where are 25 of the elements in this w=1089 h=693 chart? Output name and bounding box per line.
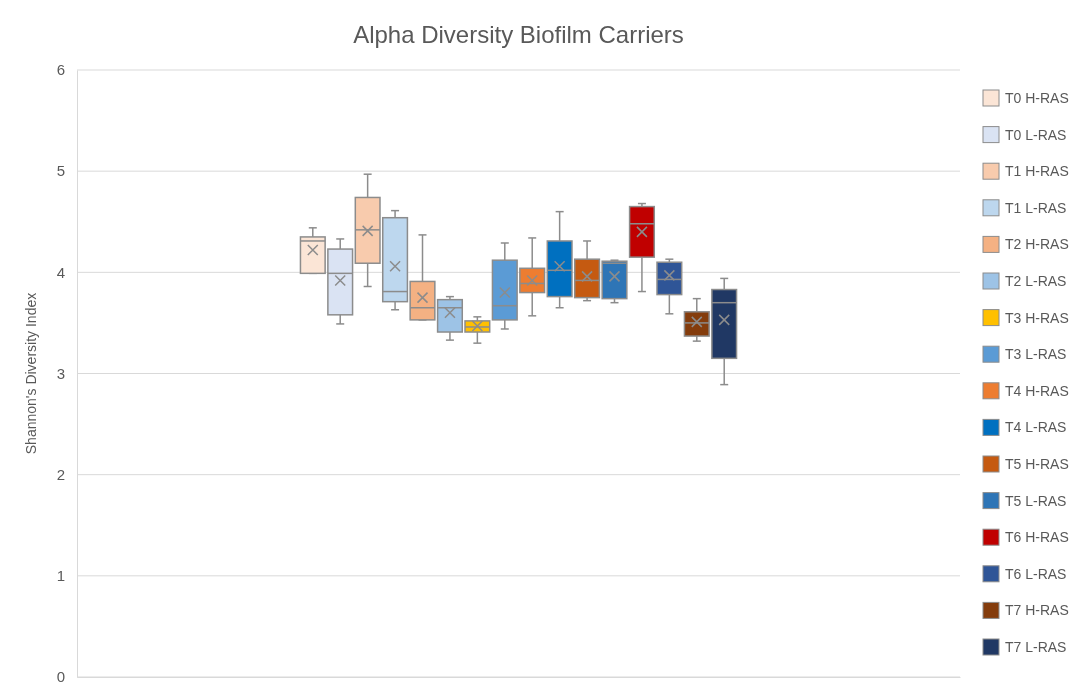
legend-label: T0 H-RAS (1005, 90, 1069, 106)
legend-label: T6 L-RAS (1005, 565, 1067, 582)
y-tick-label: 4 (56, 263, 65, 281)
legend-label: T7 L-RAS (1005, 639, 1067, 655)
legend-label: T4 L-RAS (1005, 419, 1067, 436)
y-tick-label: 2 (56, 465, 65, 483)
legend-label: T3 H-RAS (1005, 309, 1069, 326)
y-tick-label: 1 (56, 567, 65, 585)
chart-title: Alpha Diversity Biofilm Carriers (353, 21, 684, 48)
legend-label: T2 H-RAS (1005, 236, 1069, 253)
y-tick-label: 5 (56, 162, 65, 180)
legend-label: T3 L-RAS (1005, 346, 1067, 363)
legend-label: T2 L-RAS (1005, 273, 1067, 289)
legend-label: T4 H-RAS (1005, 382, 1069, 399)
y-tick-label: 6 (56, 61, 65, 79)
legend-label: T7 H-RAS (1005, 602, 1069, 619)
legend-label: T1 L-RAS (1005, 199, 1067, 216)
y-tick-label: 0 (56, 668, 65, 686)
y-tick-label: 3 (56, 364, 65, 382)
legend-label: T1 H-RAS (1005, 163, 1069, 180)
legend-label: T6 H-RAS (1005, 529, 1069, 546)
legend-label: T5 L-RAS (1005, 492, 1067, 509)
legend-label: T5 H-RAS (1005, 456, 1069, 472)
legend-label: T0 L-RAS (1005, 126, 1067, 143)
y-axis-title: Shannon's Diversity Index (23, 292, 39, 455)
